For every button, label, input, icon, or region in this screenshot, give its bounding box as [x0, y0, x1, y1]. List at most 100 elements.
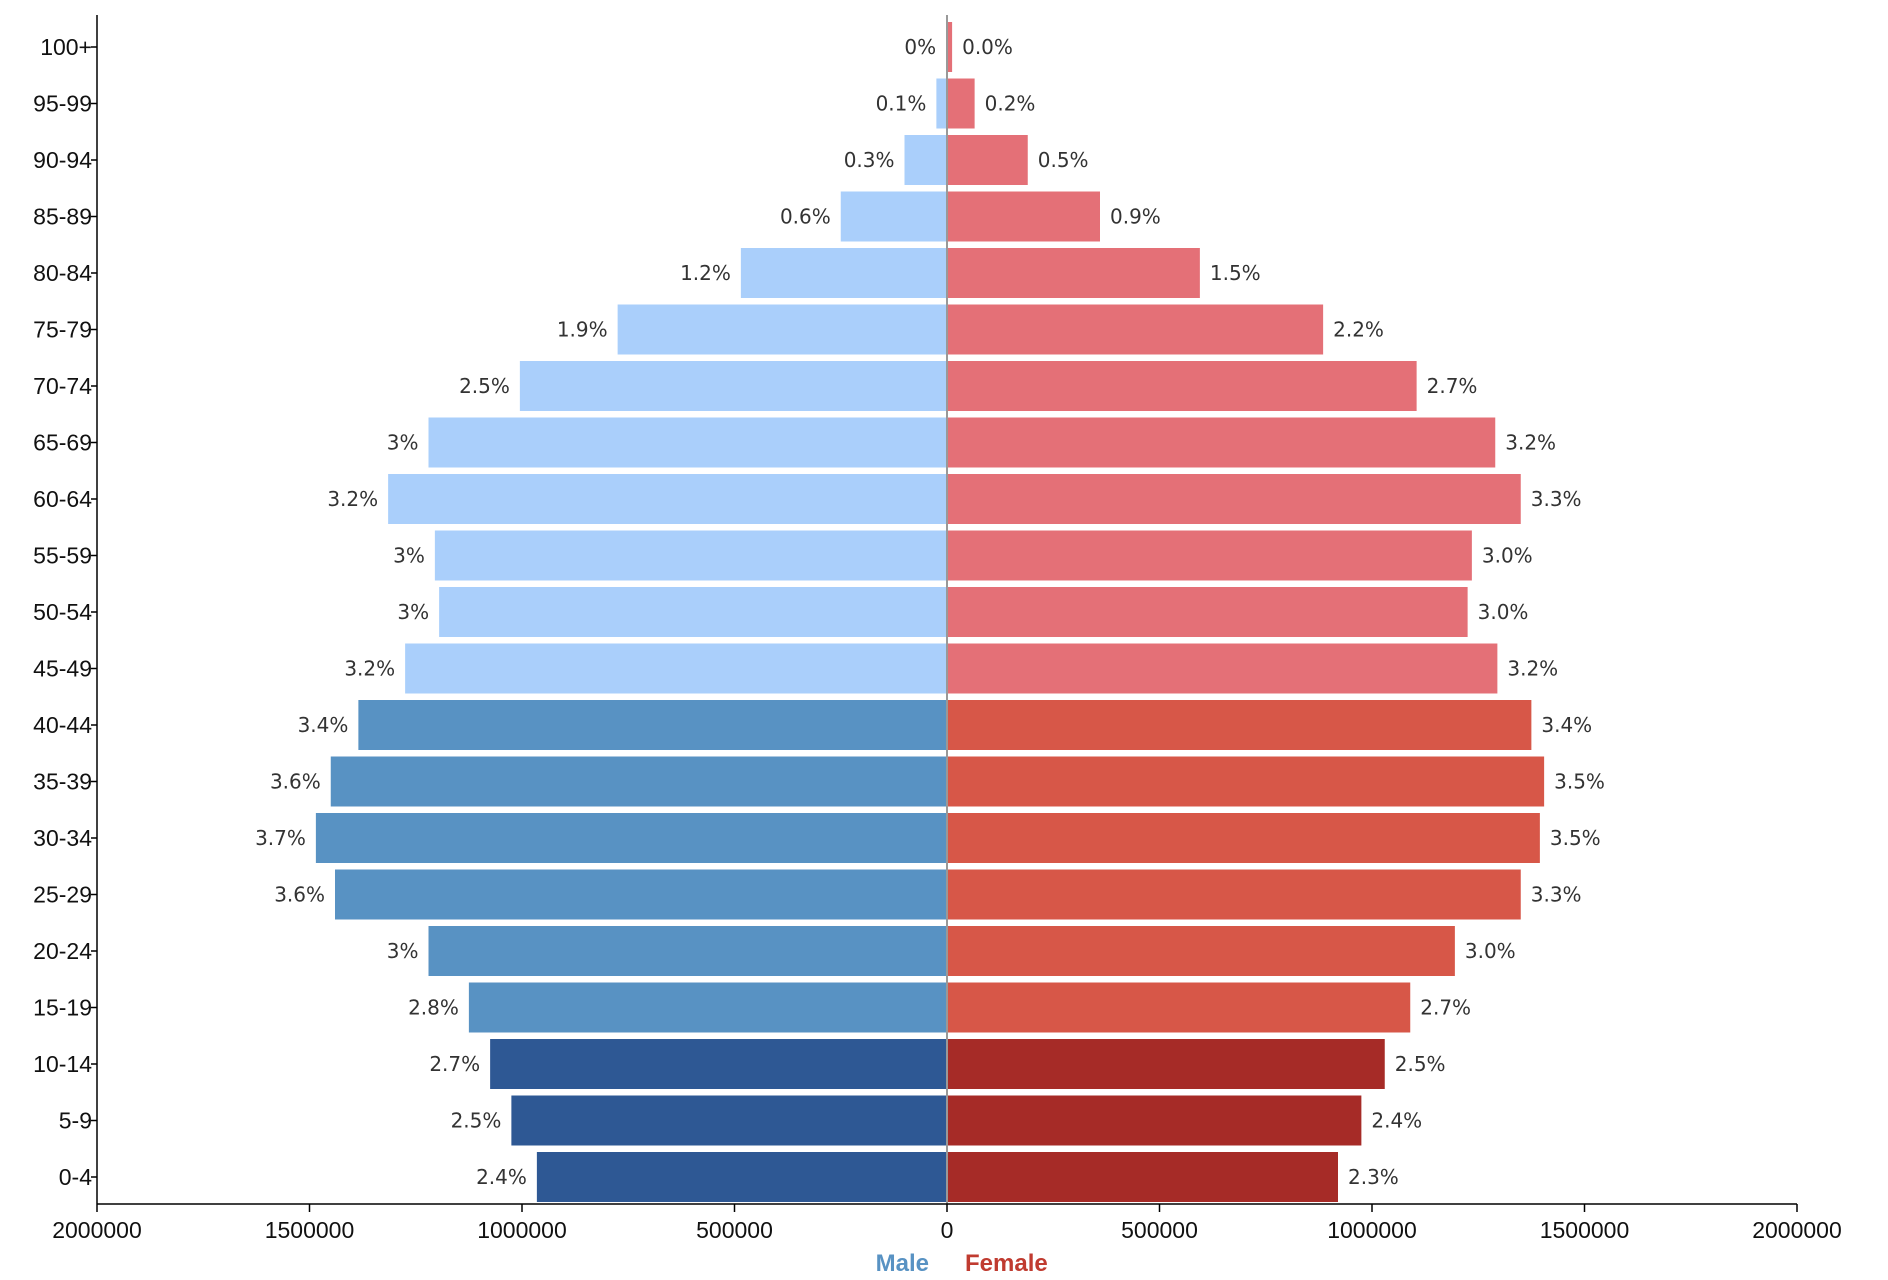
age-group-label: 55-59 [33, 543, 92, 569]
male-bar-55-59 [434, 530, 947, 581]
female-bar-10-14 [947, 1039, 1385, 1089]
age-group-label: 30-34 [33, 825, 92, 851]
x-tick-label: 0 [941, 1217, 954, 1243]
female-bar-30-34 [947, 813, 1540, 863]
age-group-label: 40-44 [33, 712, 92, 738]
male-bar-15-19 [468, 982, 947, 1033]
female-bar-70-74 [947, 361, 1417, 411]
male-bar-50-54 [439, 587, 947, 637]
age-group-label: 20-24 [33, 938, 92, 964]
male-percent-label: 0.3% [844, 148, 895, 172]
age-group-label: 85-89 [33, 204, 92, 230]
female-bar-20-24 [947, 926, 1455, 976]
age-group-label: 70-74 [33, 373, 92, 399]
male-bar-75-79 [617, 304, 947, 355]
female-bar-5-9 [947, 1095, 1362, 1146]
male-percent-label: 3% [393, 544, 425, 568]
female-percent-label: 3.0% [1482, 544, 1533, 568]
female-percent-label: 3.4% [1541, 713, 1592, 737]
male-bar-65-69 [428, 417, 947, 468]
age-group-label: 75-79 [33, 317, 92, 343]
legend-female: Female [965, 1250, 1048, 1277]
male-percent-label: 0% [904, 35, 936, 59]
male-bars [315, 22, 947, 1202]
male-percent-label: 3% [387, 939, 419, 963]
female-bar-60-64 [947, 474, 1521, 524]
female-bar-0-4 [947, 1152, 1338, 1202]
male-bar-45-49 [405, 643, 947, 694]
female-percent-label: 3.5% [1554, 770, 1605, 794]
female-percent-label: 3.0% [1478, 600, 1529, 624]
female-bar-85-89 [947, 191, 1100, 242]
male-percent-label: 3% [387, 431, 419, 455]
female-percent-label: 0.5% [1038, 148, 1089, 172]
female-percent-label: 2.3% [1348, 1165, 1399, 1189]
male-percent-label: 3.6% [274, 883, 325, 907]
x-tick-label: 2000000 [1752, 1217, 1842, 1243]
female-percent-label: 2.7% [1420, 996, 1471, 1020]
y-axis: 0-4 5-9 10-14 15-19 20-24 25-29 30-34 35-39 40-4… [33, 15, 98, 1204]
female-percent-label: 3.3% [1531, 487, 1582, 511]
female-bar-55-59 [947, 530, 1472, 581]
female-percent-label: 3.3% [1531, 883, 1582, 907]
age-group-label: 10-14 [33, 1051, 92, 1077]
male-bar-25-29 [335, 869, 947, 920]
male-bar-5-9 [511, 1095, 947, 1146]
female-percent-label: 0.0% [962, 35, 1013, 59]
male-percent-label: 3.2% [327, 487, 378, 511]
legend-male: Male [876, 1250, 929, 1277]
female-bar-65-69 [947, 417, 1496, 468]
age-group-label: 35-39 [33, 769, 92, 795]
male-percent-label: 2.4% [476, 1165, 527, 1189]
age-group-label: 100+ [40, 34, 92, 60]
male-percent-label: 3% [397, 600, 429, 624]
male-percent-label: 3.6% [270, 770, 321, 794]
x-tick-label: 1500000 [265, 1217, 355, 1243]
male-percent-label: 1.2% [680, 261, 731, 285]
male-bar-70-74 [519, 361, 947, 411]
age-group-label: 45-49 [33, 656, 92, 682]
legend: Male Female [876, 1250, 1048, 1277]
age-group-label: 60-64 [33, 486, 92, 512]
male-percent-label: 0.1% [876, 92, 927, 116]
female-percent-label: 3.2% [1507, 657, 1558, 681]
female-percent-label: 0.9% [1110, 205, 1161, 229]
female-percent-label: 0.2% [985, 92, 1036, 116]
male-bar-0-4 [536, 1152, 947, 1202]
male-bar-80-84 [740, 248, 947, 298]
male-percent-label: 2.8% [408, 996, 459, 1020]
female-bar-80-84 [947, 248, 1200, 298]
female-percent-label: 2.4% [1371, 1109, 1422, 1133]
female-bar-95-99 [947, 78, 975, 129]
x-tick-label: 500000 [696, 1217, 773, 1243]
female-percent-label: 2.7% [1427, 374, 1478, 398]
female-percent-label: 3.0% [1465, 939, 1516, 963]
male-percent-label: 3.2% [344, 657, 395, 681]
male-bar-10-14 [490, 1039, 947, 1089]
female-percent-label: 3.5% [1550, 826, 1601, 850]
female-percent-label: 3.2% [1505, 431, 1556, 455]
male-bar-30-34 [315, 813, 947, 863]
age-group-label: 65-69 [33, 430, 92, 456]
female-bar-75-79 [947, 304, 1324, 355]
age-group-label: 90-94 [33, 147, 92, 173]
female-bar-35-39 [947, 756, 1545, 807]
age-group-label: 80-84 [33, 260, 92, 286]
male-bar-90-94 [904, 135, 947, 185]
male-bar-20-24 [428, 926, 947, 976]
male-percent-label: 3.7% [255, 826, 306, 850]
male-bar-40-44 [358, 700, 947, 750]
male-bar-95-99 [936, 78, 947, 129]
male-percent-label: 2.7% [429, 1052, 480, 1076]
female-bar-45-49 [947, 643, 1498, 694]
female-bar-40-44 [947, 700, 1532, 750]
female-percent-label: 2.5% [1395, 1052, 1446, 1076]
male-percent-label: 2.5% [451, 1109, 502, 1133]
female-percent-label: 2.2% [1333, 318, 1384, 342]
age-group-label: 25-29 [33, 882, 92, 908]
x-tick-label: 2000000 [52, 1217, 142, 1243]
age-group-label: 5-9 [59, 1108, 92, 1134]
male-percent-label: 0.6% [780, 205, 831, 229]
female-bar-90-94 [947, 135, 1028, 185]
